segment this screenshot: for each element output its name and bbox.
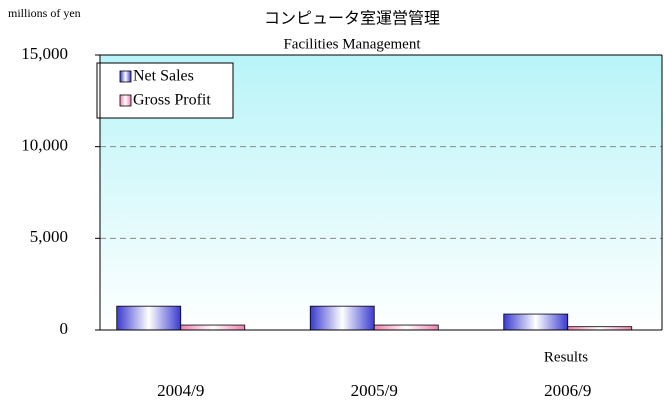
legend-label: Gross Profit [133,92,211,109]
y-tick-label: 0 [60,319,69,338]
legend-label: Net Sales [133,68,194,85]
y-tick-label: 15,000 [21,44,68,63]
chart-subtitle: Facilities Management [283,36,421,52]
x-tick-label: 2004/9 [157,381,204,400]
y-tick-label: 10,000 [21,136,68,155]
x-tick-label: 2006/9 [544,381,591,400]
legend-swatch [119,94,132,107]
x-tick-label: 2005/9 [351,381,398,400]
bar [116,305,182,331]
chart-title: コンピュータ室運営管理 [264,10,440,28]
bar [180,324,246,331]
bar [503,313,569,331]
bar [309,305,375,331]
bar [373,324,439,331]
y-axis-label: millions of yen [8,6,81,20]
legend-swatch [119,70,132,83]
y-tick-label: 5,000 [30,227,68,246]
annotation: Results [544,349,588,365]
